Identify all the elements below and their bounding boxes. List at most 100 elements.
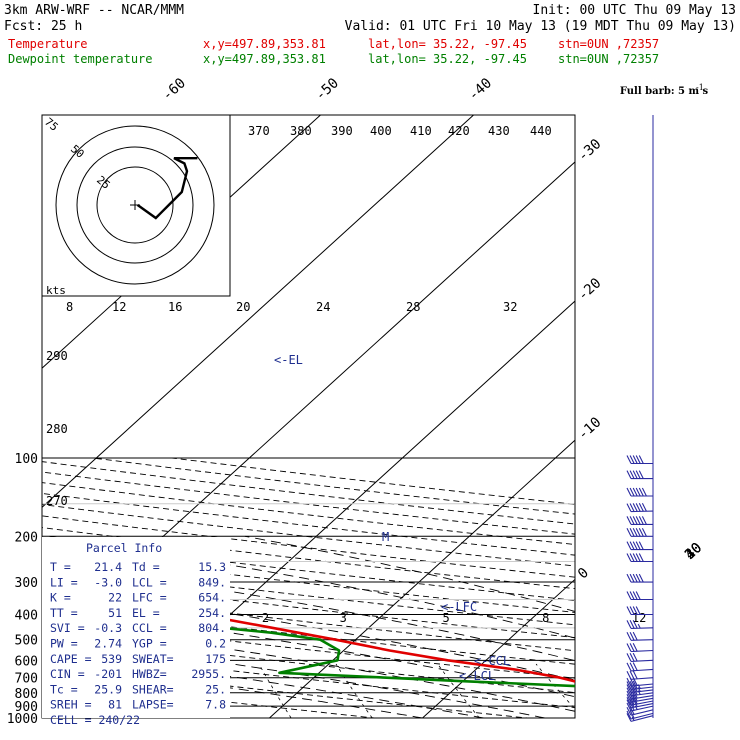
stn-temperature: stn=0UN ,72357 bbox=[558, 37, 659, 51]
mixing-ratio-label-2: 2 bbox=[262, 611, 269, 625]
marker-ccl: <-CCL bbox=[474, 654, 510, 668]
parcel-key: SREH = bbox=[50, 698, 92, 712]
wind-barb bbox=[626, 528, 653, 537]
wind-barb bbox=[626, 683, 654, 694]
wind-barb bbox=[626, 642, 654, 653]
parcel-key: CAPE = bbox=[50, 652, 92, 666]
wind-barb bbox=[626, 680, 654, 691]
parcel-key: HWBZ= bbox=[132, 667, 167, 681]
parcel-value: 539 bbox=[101, 652, 122, 666]
parcel-value: 254. bbox=[198, 606, 226, 620]
hodograph-scale-24: 24 bbox=[316, 300, 330, 314]
dry-adiabat-320 bbox=[42, 604, 575, 665]
parcel-key: T = bbox=[50, 560, 71, 574]
isotherm--10 bbox=[269, 439, 575, 718]
pressure-label-100: 100 bbox=[15, 452, 38, 467]
hodograph-scale-8: 8 bbox=[66, 300, 73, 314]
isotherm-label-0: 0 bbox=[575, 565, 592, 583]
wind-barb bbox=[626, 677, 654, 687]
parcel-value: 7.8 bbox=[205, 698, 226, 712]
parcel-key: SVI = bbox=[50, 621, 85, 635]
pressure-label-200: 200 bbox=[15, 530, 38, 545]
marker-lcl: <-LCL bbox=[459, 669, 495, 683]
theta-label-390: 390 bbox=[331, 124, 353, 138]
wind-barb bbox=[626, 553, 653, 563]
latlon-temperature: lat,lon= 35.22, -97.45 bbox=[368, 37, 527, 51]
theta-label-380: 380 bbox=[290, 124, 312, 138]
wind-barb bbox=[626, 670, 654, 680]
parcel-value: 51 bbox=[108, 606, 122, 620]
legend-dewpoint: Dewpoint temperature bbox=[8, 52, 153, 66]
parcel-value: 0.2 bbox=[205, 637, 226, 651]
mixing-ratio-2 bbox=[258, 663, 292, 718]
wind-barb bbox=[626, 516, 653, 525]
hodograph-scale-16: 16 bbox=[168, 300, 182, 314]
parcel-value: 21.4 bbox=[94, 560, 122, 574]
theta-label-420: 420 bbox=[448, 124, 470, 138]
pressure-label-500: 500 bbox=[15, 634, 38, 649]
parcel-cell: CELL = 240/22 bbox=[50, 713, 140, 727]
parcel-key: Tc = bbox=[50, 682, 78, 696]
theta-left-label-290: 290 bbox=[46, 349, 68, 363]
parcel-value: 25. bbox=[205, 682, 226, 696]
dry-adiabat-390 bbox=[42, 515, 575, 578]
marker-m: M bbox=[382, 530, 389, 544]
barb-legend: Full barb: 5 m s bbox=[620, 86, 709, 97]
hodograph-scale-28: 28 bbox=[406, 300, 420, 314]
hodograph-trace bbox=[136, 157, 198, 220]
wind-barb bbox=[626, 573, 653, 583]
wind-barb bbox=[626, 709, 654, 720]
parcel-value: -201 bbox=[94, 667, 122, 681]
wind-barb bbox=[626, 695, 654, 706]
wind-barb bbox=[626, 698, 654, 709]
legend-temperature: Temperature bbox=[8, 37, 87, 51]
mixing-ratio-5 bbox=[437, 663, 480, 718]
dry-adiabat-380 bbox=[42, 527, 575, 590]
dry-adiabat-370 bbox=[42, 539, 575, 601]
parcel-value: 654. bbox=[198, 591, 226, 605]
mixing-ratio-label-8: 8 bbox=[542, 611, 549, 625]
marker-lfc: <-LFC bbox=[441, 600, 477, 614]
theta-label-430: 430 bbox=[488, 124, 510, 138]
isotherm-label-40: 40 bbox=[682, 540, 705, 563]
parcel-value: -3.0 bbox=[94, 575, 122, 589]
parcel-key: CCL = bbox=[132, 621, 167, 635]
pressure-label-900: 900 bbox=[15, 700, 38, 715]
parcel-info-panel: Parcel Info T = 21.4 Td = 15.3 LI = -3.0 LCL =… bbox=[42, 537, 230, 727]
parcel-key: LAPSE= bbox=[132, 698, 174, 712]
wind-barb bbox=[626, 541, 653, 551]
model-title: 3km ARW-WRF -- NCAR/MMM bbox=[4, 3, 184, 18]
parcel-key: LI = bbox=[50, 575, 78, 589]
isotherm-20 bbox=[729, 115, 740, 718]
dry-adiabat-270 bbox=[42, 680, 379, 718]
dewpoint-line bbox=[42, 591, 575, 688]
isotherm--70 bbox=[0, 115, 14, 718]
isotherm-label--20: -20 bbox=[575, 275, 605, 304]
hodograph-scale-32: 32 bbox=[503, 300, 517, 314]
moist-adiabat-0 bbox=[42, 661, 423, 718]
parcel-key: LCL = bbox=[132, 575, 167, 589]
parcel-value: 175 bbox=[205, 652, 226, 666]
parcel-value: 2.74 bbox=[94, 637, 122, 651]
hodograph-units-label: kts bbox=[46, 284, 66, 297]
mixing-ratio-3 bbox=[335, 663, 373, 718]
wind-barb bbox=[626, 692, 654, 703]
marker-el: <-EL bbox=[274, 353, 303, 367]
isotherm--40 bbox=[42, 115, 474, 508]
pressure-label-300: 300 bbox=[15, 576, 38, 591]
wind-barb bbox=[626, 652, 654, 662]
theta-left-label-270: 270 bbox=[46, 494, 68, 508]
parcel-key: PW = bbox=[50, 637, 78, 651]
valid-time: Valid: 01 UTC Fri 10 May 13 (19 MDT Thu … bbox=[345, 19, 736, 34]
parcel-value: 81 bbox=[108, 698, 122, 712]
parcel-value: 2955. bbox=[191, 667, 226, 681]
hodograph-scale-20: 20 bbox=[236, 300, 250, 314]
parcel-key: LFC = bbox=[132, 591, 167, 605]
wind-barb bbox=[626, 689, 654, 700]
wind-barb bbox=[626, 591, 653, 601]
coords-dewpoint: x,y=497.89,353.81 bbox=[203, 52, 326, 66]
theta-label-400: 400 bbox=[370, 124, 392, 138]
parcel-key: EL = bbox=[132, 606, 160, 620]
